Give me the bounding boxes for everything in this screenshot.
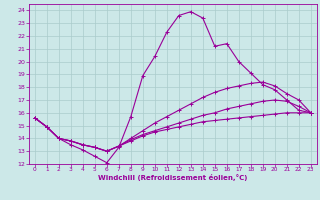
X-axis label: Windchill (Refroidissement éolien,°C): Windchill (Refroidissement éolien,°C) — [98, 174, 247, 181]
